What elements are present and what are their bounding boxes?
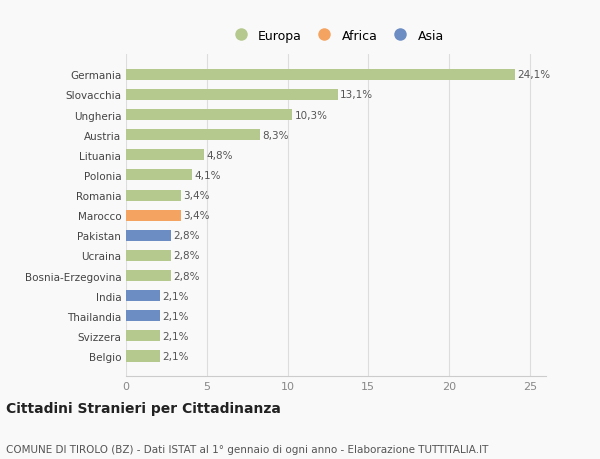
Text: 2,1%: 2,1% <box>163 331 189 341</box>
Bar <box>126 210 181 221</box>
Text: 2,8%: 2,8% <box>173 231 200 241</box>
Bar <box>126 150 203 161</box>
Text: 10,3%: 10,3% <box>295 110 328 120</box>
Text: COMUNE DI TIROLO (BZ) - Dati ISTAT al 1° gennaio di ogni anno - Elaborazione TUT: COMUNE DI TIROLO (BZ) - Dati ISTAT al 1°… <box>6 444 488 454</box>
Bar <box>126 230 171 241</box>
Text: 2,8%: 2,8% <box>173 271 200 281</box>
Text: 4,1%: 4,1% <box>194 171 221 180</box>
Text: 8,3%: 8,3% <box>263 130 289 140</box>
Bar <box>126 250 171 262</box>
Bar <box>126 170 192 181</box>
Bar <box>126 270 171 281</box>
Text: 13,1%: 13,1% <box>340 90 373 100</box>
Text: 2,1%: 2,1% <box>163 291 189 301</box>
Text: 2,8%: 2,8% <box>173 251 200 261</box>
Bar <box>126 291 160 302</box>
Bar <box>126 190 181 201</box>
Text: 24,1%: 24,1% <box>518 70 551 80</box>
Legend: Europa, Africa, Asia: Europa, Africa, Asia <box>224 26 448 46</box>
Text: 2,1%: 2,1% <box>163 351 189 361</box>
Bar <box>126 330 160 341</box>
Bar <box>126 130 260 141</box>
Text: 4,8%: 4,8% <box>206 151 232 161</box>
Text: Cittadini Stranieri per Cittadinanza: Cittadini Stranieri per Cittadinanza <box>6 402 281 415</box>
Bar <box>126 311 160 322</box>
Text: 3,4%: 3,4% <box>184 190 210 201</box>
Bar <box>126 70 515 81</box>
Bar <box>126 90 338 101</box>
Text: 2,1%: 2,1% <box>163 311 189 321</box>
Text: 3,4%: 3,4% <box>184 211 210 221</box>
Bar <box>126 351 160 362</box>
Bar <box>126 110 292 121</box>
